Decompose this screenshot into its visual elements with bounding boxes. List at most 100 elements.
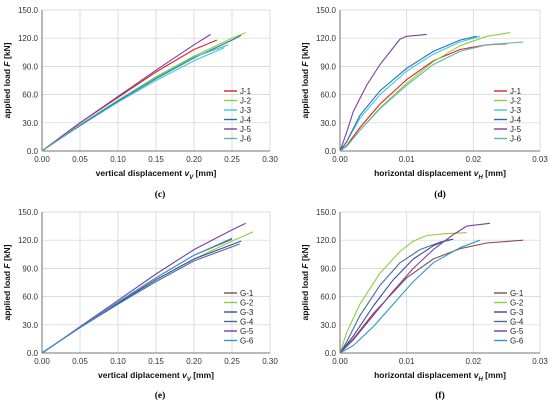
x-tick-label: 0.00	[332, 155, 348, 164]
x-tick-label: 0.00	[34, 155, 50, 164]
x-tick-label: 0.01	[399, 357, 415, 366]
y-tick-label: 60.0	[320, 91, 336, 100]
legend-entry: G-1	[240, 289, 254, 298]
y-tick-label: 150.0	[316, 208, 337, 217]
legend-entry: G-1	[510, 289, 524, 298]
series-line-j-3	[339, 35, 481, 152]
chart-panel-1: 0.0 30.0 60.0 90.0 120.0 150.0 0.00 0.05 0.10 0.1…	[2, 6, 278, 200]
y-axis-label: applied load F [kN]	[300, 42, 310, 118]
series-line-j-3	[41, 47, 225, 152]
x-axis-label: vertical displacement vV [mm]	[96, 168, 217, 181]
x-tick-label: 0.05	[72, 155, 88, 164]
x-tick-label: 0.15	[148, 155, 164, 164]
series-line-j-6	[41, 44, 229, 152]
y-tick-label: 30.0	[320, 321, 336, 330]
series-line-g-5	[339, 222, 491, 354]
y-tick-label: 90.0	[22, 62, 38, 71]
y-tick-label: 60.0	[320, 293, 336, 302]
y-tick-label: 120.0	[18, 34, 39, 43]
legend-entry: J-5	[240, 125, 252, 134]
series-line-j-2	[339, 32, 511, 152]
y-axis-label: applied load F [kN]	[2, 42, 12, 118]
x-tick-label: 0.25	[224, 357, 240, 366]
legend-entry: G-4	[240, 318, 254, 327]
x-tick-label: 0.03	[532, 357, 548, 366]
y-tick-label: 90.0	[320, 264, 336, 273]
y-tick-label: 30.0	[22, 321, 38, 330]
legend-entry: J-4	[240, 116, 252, 125]
panel-caption: (e)	[155, 390, 166, 401]
legend-entry: J-1	[510, 87, 522, 96]
x-tick-label: 0.20	[186, 155, 202, 164]
legend-entry: J-5	[510, 125, 522, 134]
y-tick-label: 30.0	[22, 119, 38, 128]
series-line-j-2	[41, 32, 246, 152]
series-line-g-2	[339, 232, 467, 354]
legend-entry: J-6	[510, 135, 522, 144]
x-tick-label: 0.02	[466, 155, 482, 164]
x-tick-label: 0.01	[399, 155, 415, 164]
y-tick-label: 60.0	[22, 91, 38, 100]
y-tick-label: 0.0	[27, 349, 39, 358]
legend-entry: G-4	[510, 318, 524, 327]
series-line-j-5	[41, 33, 211, 152]
x-tick-label: 0.10	[110, 155, 126, 164]
series-line-g-4	[41, 243, 240, 354]
panel-caption: (f)	[435, 390, 445, 401]
series-line-g-4	[339, 239, 451, 354]
panel-caption: (c)	[155, 189, 166, 200]
y-tick-label: 120.0	[316, 236, 337, 245]
legend-entry: G-5	[240, 327, 254, 336]
y-tick-label: 150.0	[18, 208, 39, 217]
x-tick-label: 0.20	[186, 357, 202, 366]
legend-entry: J-6	[240, 135, 252, 144]
x-tick-label: 0.25	[224, 155, 240, 164]
x-axis-label: vertical diplacement vV [mm]	[98, 370, 214, 383]
legend-entry: J-2	[240, 97, 252, 106]
y-tick-label: 120.0	[18, 236, 39, 245]
legend-entry: G-3	[240, 308, 254, 317]
y-axis-label: applied load F [kN]	[2, 244, 12, 320]
x-tick-label: 0.10	[110, 357, 126, 366]
series-line-j-6	[339, 41, 524, 152]
x-tick-label: 0.30	[262, 357, 278, 366]
y-tick-label: 90.0	[320, 62, 336, 71]
y-tick-label: 0.0	[27, 147, 39, 156]
x-tick-label: 0.05	[72, 357, 88, 366]
y-tick-label: 90.0	[22, 264, 38, 273]
chart-panel-3: 0.0 30.0 60.0 90.0 120.0 150.0 0.00 0.05 0.10 0.1…	[2, 208, 278, 401]
legend-entry: G-5	[510, 327, 524, 336]
legend-entry: G-2	[510, 299, 524, 308]
series-line-g-6	[41, 237, 233, 354]
legend-entry: G-6	[510, 337, 524, 346]
legend-entry: J-3	[240, 106, 252, 115]
series-line-g-1	[339, 239, 524, 354]
x-axis-label: horizontal displacement vH [mm]	[374, 168, 506, 181]
chart-panel-2: 0.0 30.0 60.0 90.0 120.0 150.0 0.00 0.01 0.02 0.0…	[300, 6, 548, 200]
x-axis-label: horizontal displacement vH [mm]	[374, 370, 506, 383]
y-tick-label: 150.0	[316, 6, 337, 15]
series-line-g-6	[339, 239, 481, 354]
legend-entry: J-2	[510, 97, 522, 106]
y-tick-label: 30.0	[320, 119, 336, 128]
y-tick-label: 0.0	[325, 147, 337, 156]
x-tick-label: 0.03	[532, 155, 548, 164]
x-tick-label: 0.15	[148, 357, 164, 366]
legend-entry: J-1	[240, 87, 252, 96]
y-axis-label: applied load F [kN]	[300, 244, 310, 320]
x-tick-label: 0.00	[34, 357, 50, 366]
series-line-g-5	[41, 222, 246, 354]
y-tick-label: 0.0	[325, 349, 337, 358]
legend-entry: G-6	[240, 337, 254, 346]
series-line-j-5	[339, 33, 427, 152]
legend-entry: G-2	[240, 299, 254, 308]
y-tick-label: 120.0	[316, 34, 337, 43]
x-tick-label: 0.30	[262, 155, 278, 164]
x-tick-label: 0.00	[332, 357, 348, 366]
series-line-g-1	[41, 238, 233, 354]
legend-entry: J-4	[510, 116, 522, 125]
chart-panel-4: 0.0 30.0 60.0 90.0 120.0 150.0 0.00 0.01 0.02 0.0…	[300, 208, 548, 401]
series-line-g-3	[41, 240, 242, 354]
panel-caption: (d)	[434, 189, 446, 200]
